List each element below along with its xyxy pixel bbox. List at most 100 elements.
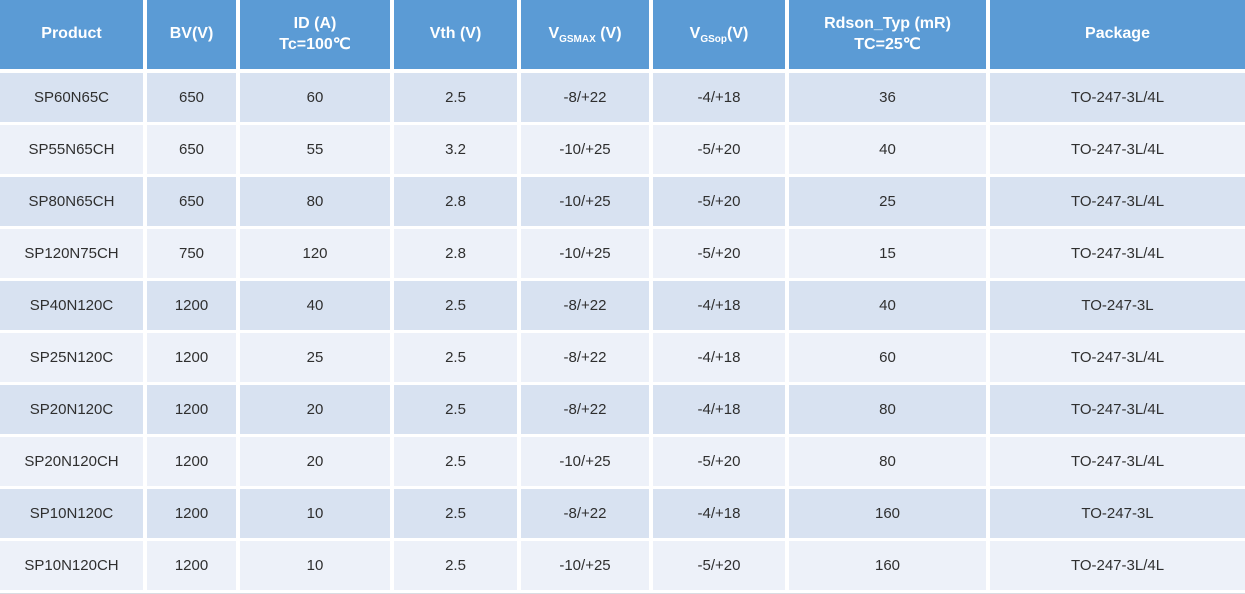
cell-vth: 2.5 bbox=[392, 539, 521, 593]
cell-id-current: 25 bbox=[238, 331, 394, 385]
cell-id-current: 20 bbox=[238, 383, 394, 437]
col-header-vgsmax: VGSMAX (V) bbox=[519, 0, 653, 73]
cell-vgsop: -4/+18 bbox=[651, 279, 789, 333]
cell-package: TO-247-3L/4L bbox=[988, 71, 1245, 125]
cell-vgsop: -5/+20 bbox=[651, 227, 789, 281]
cell-vgsop: -5/+20 bbox=[651, 539, 789, 593]
cell-id-current: 20 bbox=[238, 435, 394, 489]
col-header-rdson: Rdson_Typ (mR) TC=25℃ bbox=[787, 0, 990, 73]
cell-vgsmax: -8/+22 bbox=[519, 71, 653, 125]
cell-rdson: 60 bbox=[787, 331, 990, 385]
cell-rdson: 160 bbox=[787, 487, 990, 541]
cell-bv: 1200 bbox=[145, 383, 240, 437]
cell-id-current: 55 bbox=[238, 123, 394, 177]
cell-bv: 650 bbox=[145, 123, 240, 177]
cell-package: TO-247-3L bbox=[988, 487, 1245, 541]
cell-bv: 1200 bbox=[145, 539, 240, 593]
cell-vth: 2.8 bbox=[392, 227, 521, 281]
table-row: SP80N65CH 650 80 2.8 -10/+25 -5/+20 25 TO-247-3… bbox=[0, 175, 1245, 229]
cell-package: TO-247-3L bbox=[988, 279, 1245, 333]
cell-rdson: 160 bbox=[787, 539, 990, 593]
cell-id-current: 40 bbox=[238, 279, 394, 333]
cell-product: SP25N120C bbox=[0, 331, 147, 385]
cell-product: SP10N120CH bbox=[0, 539, 147, 593]
cell-package: TO-247-3L/4L bbox=[988, 227, 1245, 281]
cell-vth: 2.5 bbox=[392, 383, 521, 437]
cell-package: TO-247-3L/4L bbox=[988, 123, 1245, 177]
header-label: Product bbox=[41, 25, 102, 43]
table-row: SP55N65CH 650 55 3.2 -10/+25 -5/+20 40 TO-247-3… bbox=[0, 123, 1245, 177]
cell-package: TO-247-3L/4L bbox=[988, 331, 1245, 385]
cell-package: TO-247-3L/4L bbox=[988, 383, 1245, 437]
table-row: SP40N120C 1200 40 2.5 -8/+22 -4/+18 40 TO-247-3… bbox=[0, 279, 1245, 333]
cell-vgsmax: -10/+25 bbox=[519, 123, 653, 177]
cell-vgsmax: -10/+25 bbox=[519, 435, 653, 489]
cell-rdson: 80 bbox=[787, 383, 990, 437]
cell-vth: 2.5 bbox=[392, 435, 521, 489]
cell-product: SP120N75CH bbox=[0, 227, 147, 281]
cell-vgsop: -5/+20 bbox=[651, 175, 789, 229]
cell-package: TO-247-3L/4L bbox=[988, 175, 1245, 229]
cell-rdson: 36 bbox=[787, 71, 990, 125]
cell-vgsop: -4/+18 bbox=[651, 331, 789, 385]
header-label-prefix: V bbox=[689, 25, 701, 43]
cell-vgsmax: -10/+25 bbox=[519, 539, 653, 593]
col-header-product: Product bbox=[0, 0, 147, 73]
cell-bv: 750 bbox=[145, 227, 240, 281]
cell-bv: 650 bbox=[145, 71, 240, 125]
cell-package: TO-247-3L/4L bbox=[988, 435, 1245, 489]
table-row: SP120N75CH 750 120 2.8 -10/+25 -5/+20 15 TO-247… bbox=[0, 227, 1245, 281]
cell-vgsmax: -10/+25 bbox=[519, 227, 653, 281]
header-label-suffix: (V) bbox=[727, 25, 749, 43]
cell-vgsop: -5/+20 bbox=[651, 123, 789, 177]
cell-bv: 1200 bbox=[145, 487, 240, 541]
cell-product: SP10N120C bbox=[0, 487, 147, 541]
cell-vth: 2.5 bbox=[392, 279, 521, 333]
cell-product: SP40N120C bbox=[0, 279, 147, 333]
cell-bv: 1200 bbox=[145, 331, 240, 385]
header-label-subscript: GSop bbox=[700, 34, 727, 46]
header-label: BV(V) bbox=[169, 25, 214, 43]
cell-rdson: 40 bbox=[787, 123, 990, 177]
cell-product: SP20N120C bbox=[0, 383, 147, 437]
header-label-subscript: GSMAX bbox=[559, 34, 596, 46]
cell-vgsmax: -8/+22 bbox=[519, 331, 653, 385]
cell-product: SP80N65CH bbox=[0, 175, 147, 229]
header-label-suffix: (V) bbox=[595, 25, 622, 43]
table-row: SP25N120C 1200 25 2.5 -8/+22 -4/+18 60 TO-247-3… bbox=[0, 331, 1245, 385]
cell-bv: 1200 bbox=[145, 435, 240, 489]
header-label-line1: Rdson_Typ (mR) bbox=[824, 14, 951, 32]
table-row: SP60N65C 650 60 2.5 -8/+22 -4/+18 36 TO-247-3L/… bbox=[0, 71, 1245, 125]
cell-vgsmax: -10/+25 bbox=[519, 175, 653, 229]
cell-vgsop: -4/+18 bbox=[651, 71, 789, 125]
col-header-bv: BV(V) bbox=[145, 0, 240, 73]
cell-id-current: 80 bbox=[238, 175, 394, 229]
table-row: SP10N120CH 1200 10 2.5 -10/+25 -5/+20 160 TO-24… bbox=[0, 539, 1245, 593]
cell-vgsop: -5/+20 bbox=[651, 435, 789, 489]
table-body: SP60N65C 650 60 2.5 -8/+22 -4/+18 36 TO-247-3L/… bbox=[0, 71, 1245, 593]
cell-package: TO-247-3L/4L bbox=[988, 539, 1245, 593]
header-label-line2: TC=25℃ bbox=[854, 35, 921, 53]
header-label-prefix: V bbox=[548, 25, 560, 43]
cell-vth: 2.5 bbox=[392, 331, 521, 385]
cell-vgsop: -4/+18 bbox=[651, 487, 789, 541]
cell-bv: 1200 bbox=[145, 279, 240, 333]
cell-vth: 3.2 bbox=[392, 123, 521, 177]
cell-id-current: 10 bbox=[238, 539, 394, 593]
cell-product: SP55N65CH bbox=[0, 123, 147, 177]
cell-rdson: 80 bbox=[787, 435, 990, 489]
cell-rdson: 40 bbox=[787, 279, 990, 333]
cell-vth: 2.5 bbox=[392, 487, 521, 541]
header-label-line1: ID (A) bbox=[293, 14, 337, 32]
cell-id-current: 60 bbox=[238, 71, 394, 125]
cell-vth: 2.5 bbox=[392, 71, 521, 125]
cell-bv: 650 bbox=[145, 175, 240, 229]
cell-id-current: 120 bbox=[238, 227, 394, 281]
header-label: Vth (V) bbox=[429, 25, 482, 43]
cell-id-current: 10 bbox=[238, 487, 394, 541]
cell-vth: 2.8 bbox=[392, 175, 521, 229]
cell-rdson: 15 bbox=[787, 227, 990, 281]
cell-product: SP20N120CH bbox=[0, 435, 147, 489]
